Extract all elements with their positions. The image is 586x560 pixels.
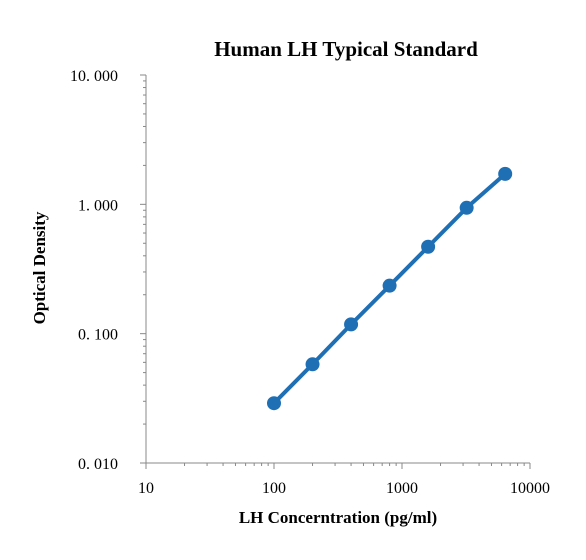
- plot-area: [267, 166, 513, 411]
- y-tick-label: 0. 100: [78, 327, 118, 344]
- chart-title: Human LH Typical Standard: [214, 37, 478, 61]
- axes: 0. 010 0. 100 1. 000 10. 000 10 100 1000 10000: [70, 68, 550, 497]
- data-point: [498, 166, 513, 181]
- data-point: [305, 357, 320, 372]
- data-point: [459, 200, 474, 215]
- x-tick-label: 100: [262, 480, 286, 497]
- y-tick-label: 1. 000: [78, 197, 118, 214]
- y-tick-label: 0. 010: [78, 456, 118, 473]
- x-tick-label: 10: [138, 480, 154, 497]
- x-tick-label: 10000: [510, 480, 550, 497]
- data-point: [344, 317, 359, 332]
- x-axis-label: LH Concerntration (pg/ml): [239, 508, 437, 527]
- x-tick-label: 1000: [386, 480, 418, 497]
- data-point: [267, 396, 281, 411]
- y-axis-label: Optical Density: [30, 211, 49, 324]
- y-tick-label: 10. 000: [70, 68, 118, 85]
- data-point: [382, 278, 397, 293]
- data-point: [421, 239, 436, 254]
